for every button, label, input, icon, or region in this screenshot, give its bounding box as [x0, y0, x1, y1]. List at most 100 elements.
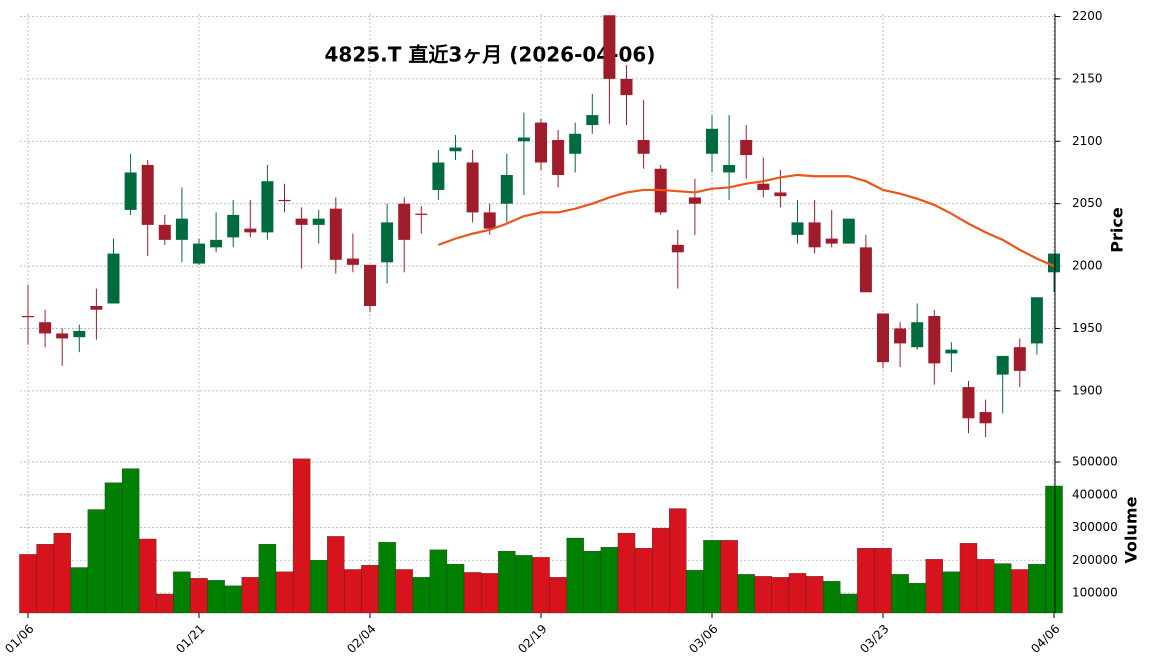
candle-body	[244, 228, 257, 233]
y-tick-label: 2200	[1072, 9, 1103, 23]
y-axis-label: Volume	[1122, 496, 1141, 563]
candle-body	[295, 218, 308, 225]
x-tick-label: 01/21	[173, 622, 207, 656]
candle-body	[911, 322, 924, 348]
volume-bar	[292, 458, 311, 614]
volume-bar	[275, 571, 294, 614]
candle-body	[39, 322, 52, 334]
volume-bar	[156, 593, 174, 614]
candle-body	[1030, 297, 1043, 344]
candle-body	[1013, 347, 1026, 371]
volume-bar	[327, 536, 345, 614]
candle-body	[586, 115, 599, 126]
candle-body	[193, 243, 205, 264]
candle-body	[517, 137, 530, 142]
candle-body	[842, 218, 855, 244]
volume-bar	[104, 482, 123, 614]
volume-bar	[87, 509, 106, 614]
candle-body	[535, 122, 547, 163]
volume-bar	[976, 559, 995, 614]
y-tick-label: 200000	[1072, 553, 1118, 567]
candle-body	[90, 305, 103, 310]
candle-body	[877, 313, 889, 363]
candle-body	[381, 222, 394, 263]
x-tick-label: 04/06	[1028, 622, 1062, 656]
volume-bar	[173, 571, 191, 614]
candle-body	[500, 174, 513, 204]
chart-title: 4825.T 直近3ヶ月 (2026-04-06)	[325, 43, 656, 67]
volume-bar	[583, 550, 602, 614]
volume-bar	[53, 532, 71, 614]
candle-body	[979, 412, 992, 424]
candle-body	[671, 244, 684, 253]
y-tick-label: 2000	[1072, 259, 1103, 273]
volume-bar	[480, 573, 499, 614]
candle-body	[398, 203, 411, 240]
volume-bar	[429, 549, 448, 614]
x-tick-label: 02/19	[515, 622, 549, 656]
volume-bar	[378, 542, 396, 614]
volume-bar	[241, 577, 260, 614]
candle-body	[22, 315, 34, 318]
volume-bar	[925, 559, 944, 614]
candle-body	[312, 218, 325, 225]
volume-bar	[207, 580, 225, 614]
volume-bar	[190, 578, 208, 614]
candle-body	[740, 140, 753, 156]
volume-bar	[70, 567, 89, 614]
candle-body	[124, 172, 137, 210]
candle-body	[210, 239, 223, 248]
candle-body	[141, 164, 154, 225]
volume-bar	[498, 550, 516, 614]
candle-body	[808, 222, 821, 248]
candle-body	[329, 208, 342, 260]
candle-body	[175, 218, 188, 240]
volume-bar	[1045, 485, 1063, 614]
y-tick-label: 300000	[1072, 520, 1118, 534]
y-tick-label: 100000	[1072, 586, 1118, 600]
candle-body	[774, 192, 787, 197]
volume-bar	[515, 555, 533, 614]
y-tick-label: 2050	[1072, 196, 1103, 210]
volume-bar	[737, 574, 755, 614]
y-tick-label: 2100	[1072, 134, 1103, 148]
y-tick-label: 2150	[1072, 71, 1103, 85]
volume-bar	[788, 573, 807, 614]
candle-body	[278, 199, 291, 202]
volume-bar	[309, 560, 328, 614]
volume-bar	[908, 583, 926, 614]
candle-body	[227, 214, 240, 238]
volume-bar	[669, 508, 687, 614]
candle-body	[1048, 253, 1060, 273]
volume-bar	[138, 538, 157, 614]
volume-bar	[840, 593, 858, 614]
candle-body	[432, 162, 445, 190]
volume-bar	[857, 548, 875, 614]
moving-average-line	[438, 173, 1055, 268]
candle-body	[483, 212, 496, 229]
volume-bar	[566, 537, 584, 614]
volume-bar	[412, 577, 431, 614]
candle-body	[962, 387, 975, 419]
volume-bar	[361, 565, 379, 614]
candle-body	[603, 15, 616, 79]
volume-bar	[994, 563, 1012, 614]
volume-bar	[549, 577, 567, 614]
y-tick-label: 500000	[1072, 455, 1118, 469]
x-tick-label: 03/06	[686, 622, 720, 656]
x-tick-label: 02/04	[344, 622, 378, 656]
candle-body	[706, 128, 718, 154]
volume-bar	[754, 576, 773, 614]
candle-body	[107, 253, 120, 304]
candle-body	[894, 328, 907, 344]
volume-bar	[959, 543, 978, 614]
volume-bar	[36, 544, 54, 614]
candle-body	[859, 247, 872, 293]
volume-bar	[823, 581, 841, 614]
candle-body	[261, 181, 274, 233]
volume-bar	[874, 548, 892, 614]
volume-bar	[703, 540, 721, 614]
volume-bar	[395, 569, 413, 614]
candle-body	[757, 183, 770, 190]
volume-bar	[344, 569, 362, 614]
